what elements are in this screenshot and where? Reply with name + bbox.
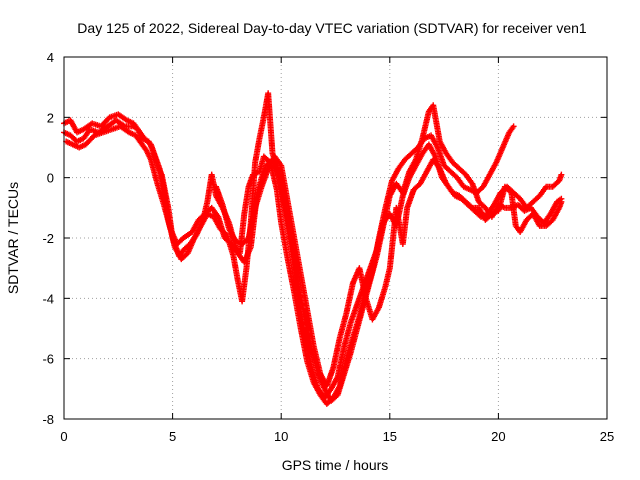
x-tick-label: 15 xyxy=(383,429,397,444)
y-tick-label: -4 xyxy=(42,291,54,306)
x-axis-title: GPS time / hours xyxy=(282,457,389,473)
y-tick-label: -8 xyxy=(42,412,54,427)
axis-ticks: 0 5 10 15 20 25 -8 -6 -4 -2 0 2 4 xyxy=(42,50,614,444)
y-tick-label: -2 xyxy=(42,231,54,246)
data-point xyxy=(558,171,565,178)
x-tick-label: 0 xyxy=(60,429,67,444)
data-point xyxy=(558,198,565,205)
y-tick-label: 0 xyxy=(47,171,54,186)
x-tick-label: 10 xyxy=(274,429,288,444)
data-point xyxy=(510,123,517,130)
y-tick-label: 2 xyxy=(47,110,54,125)
x-tick-label: 5 xyxy=(169,429,176,444)
x-tick-label: 20 xyxy=(491,429,505,444)
data-points xyxy=(61,90,565,407)
x-tick-label: 25 xyxy=(600,429,614,444)
y-axis-title: SDTVAR / TECUs xyxy=(5,182,21,294)
y-tick-label: -6 xyxy=(42,352,54,367)
y-tick-label: 4 xyxy=(47,50,54,65)
chart-title: Day 125 of 2022, Sidereal Day-to-day VTE… xyxy=(77,20,587,36)
